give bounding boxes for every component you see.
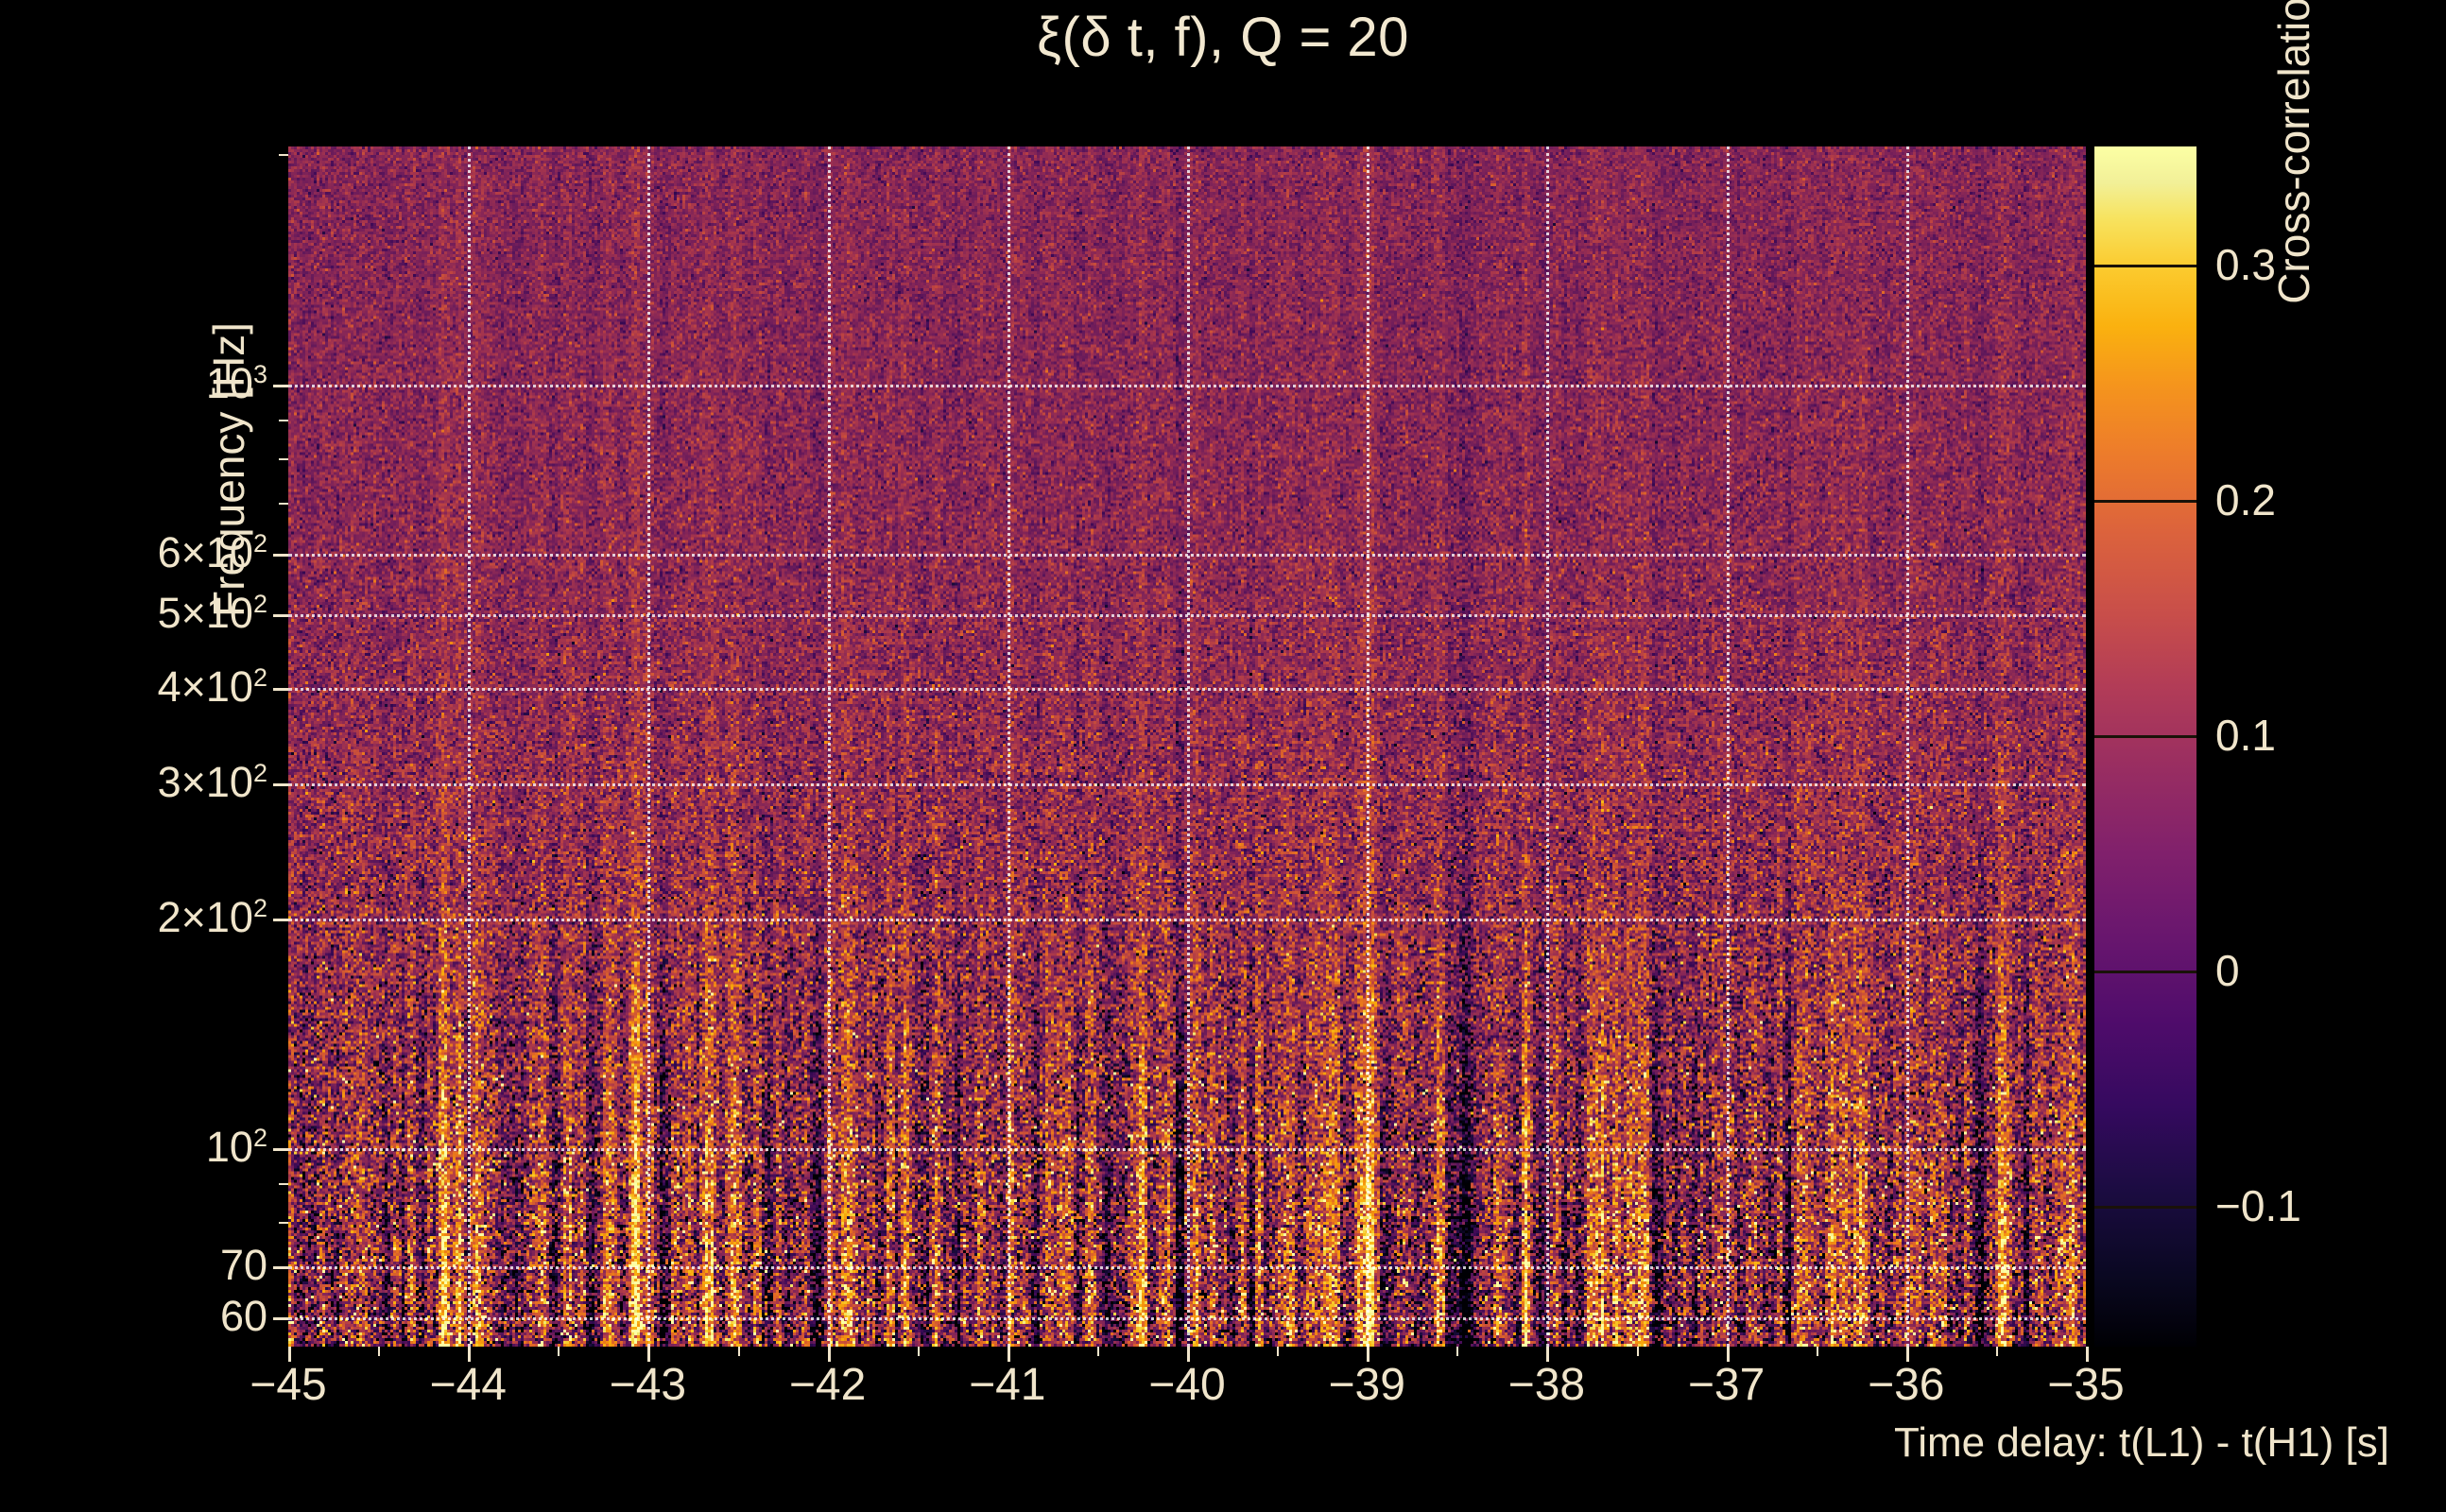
- x-axis-tick: [1546, 1347, 1550, 1362]
- figure-title: ξ(δ t, f), Q = 20: [1037, 7, 1409, 68]
- colorbar-tick-label: 0: [2215, 945, 2240, 995]
- x-axis-tick-label: −45: [250, 1360, 327, 1410]
- x-axis-minor-tick: [1456, 1347, 1459, 1356]
- colorbar-title: Cross-correlation ξ: [2269, 0, 2318, 304]
- x-axis-minor-tick: [1636, 1347, 1639, 1356]
- x-axis-tick: [1367, 1347, 1370, 1362]
- x-axis-tick-label: −42: [788, 1360, 867, 1410]
- gridline-horizontal: [288, 1148, 2086, 1152]
- gridline-vertical: [1007, 146, 1010, 1347]
- x-axis-minor-tick: [917, 1347, 920, 1356]
- colorbar-tick: [2094, 1205, 2196, 1209]
- x-axis-minor-tick: [1277, 1347, 1280, 1356]
- colorbar-gradient: [2094, 146, 2196, 1347]
- x-axis-tick: [1905, 1347, 1909, 1362]
- y-axis-minor-tick: [279, 614, 288, 617]
- gridline-horizontal: [288, 554, 2086, 558]
- x-axis-minor-tick: [1096, 1347, 1099, 1356]
- y-axis-minor-tick: [279, 384, 288, 387]
- x-axis-tick-label: −35: [2047, 1360, 2125, 1410]
- x-axis-minor-tick: [1995, 1347, 1998, 1356]
- colorbar-tick-label: 0.1: [2215, 710, 2276, 760]
- x-axis-tick-label: −39: [1328, 1360, 1405, 1410]
- y-axis-minor-tick: [279, 783, 288, 786]
- y-axis-title: Frequency [Hz]: [204, 322, 253, 617]
- x-axis-tick-label: −36: [1868, 1360, 1945, 1410]
- gridline-horizontal: [288, 688, 2086, 692]
- gridline-vertical: [827, 146, 831, 1347]
- heatmap-plot-area: [288, 146, 2086, 1347]
- gridline-vertical: [1546, 146, 1550, 1347]
- y-axis-minor-tick: [279, 1266, 288, 1269]
- y-axis-minor-tick: [279, 154, 288, 157]
- x-axis-tick: [827, 1347, 831, 1362]
- y-axis-minor-tick: [279, 1222, 288, 1225]
- y-axis-tick-label: 103: [205, 358, 267, 407]
- gridline-vertical: [1726, 146, 1730, 1347]
- y-axis-tick-label: 4×102: [157, 662, 267, 712]
- gridline-vertical: [1187, 146, 1190, 1347]
- gridline-horizontal: [288, 918, 2086, 921]
- gridline-horizontal: [288, 1266, 2086, 1270]
- gridline-vertical: [1905, 146, 1909, 1347]
- x-axis-tick: [1726, 1347, 1730, 1362]
- x-axis-tick: [1007, 1347, 1010, 1362]
- gridline-vertical: [1367, 146, 1370, 1347]
- x-axis-tick: [2086, 1347, 2089, 1362]
- colorbar-tick: [2094, 970, 2196, 973]
- x-axis-minor-tick: [737, 1347, 740, 1356]
- gridline-horizontal: [288, 1317, 2086, 1321]
- gridline-horizontal: [288, 614, 2086, 618]
- y-axis-minor-tick: [279, 419, 288, 421]
- x-axis-tick-label: −41: [969, 1360, 1046, 1410]
- y-axis-tick-label: 60: [219, 1292, 267, 1341]
- y-axis-minor-tick: [279, 688, 288, 691]
- x-axis-tick: [468, 1347, 472, 1362]
- x-axis-minor-tick: [558, 1347, 560, 1356]
- colorbar-tick: [2094, 734, 2196, 738]
- colorbar-tick-label: 0.3: [2215, 239, 2276, 289]
- gridline-horizontal: [288, 783, 2086, 787]
- y-axis-tick-label: 6×102: [157, 528, 267, 577]
- colorbar: [2094, 146, 2196, 1347]
- colorbar-tick: [2094, 264, 2196, 267]
- y-axis-minor-tick: [279, 1148, 288, 1151]
- colorbar-tick: [2094, 499, 2196, 503]
- x-axis-tick-label: −44: [429, 1360, 507, 1410]
- x-axis-tick-label: −38: [1507, 1360, 1586, 1410]
- y-axis-minor-tick: [279, 1183, 288, 1186]
- y-axis-tick-label: 5×102: [157, 589, 267, 638]
- x-axis-tick: [1187, 1347, 1190, 1362]
- gridline-horizontal: [288, 384, 2086, 387]
- x-axis-minor-tick: [378, 1347, 381, 1356]
- y-axis-minor-tick: [279, 918, 288, 920]
- y-axis-minor-tick: [279, 554, 288, 557]
- x-axis-tick-label: −43: [609, 1360, 687, 1410]
- x-axis-tick: [288, 1347, 291, 1362]
- gridline-vertical: [468, 146, 472, 1347]
- x-axis-title: Time delay: t(L1) - t(H1) [s]: [1893, 1419, 2389, 1466]
- y-axis-tick-label: 2×102: [157, 892, 267, 941]
- x-axis-tick-label: −40: [1148, 1360, 1226, 1410]
- gridline-vertical: [647, 146, 651, 1347]
- y-axis-tick-label: 102: [205, 1123, 267, 1172]
- y-axis-tick-label: 70: [219, 1241, 267, 1290]
- x-axis-tick: [647, 1347, 651, 1362]
- y-axis-minor-tick: [279, 1317, 288, 1320]
- colorbar-tick-label: 0.2: [2215, 474, 2276, 524]
- y-axis-minor-tick: [279, 502, 288, 505]
- y-axis-minor-tick: [279, 458, 288, 461]
- x-axis-tick-label: −37: [1687, 1360, 1766, 1410]
- y-axis-tick-label: 3×102: [157, 758, 267, 807]
- colorbar-tick-label: −0.1: [2215, 1180, 2301, 1230]
- x-axis-minor-tick: [1816, 1347, 1818, 1356]
